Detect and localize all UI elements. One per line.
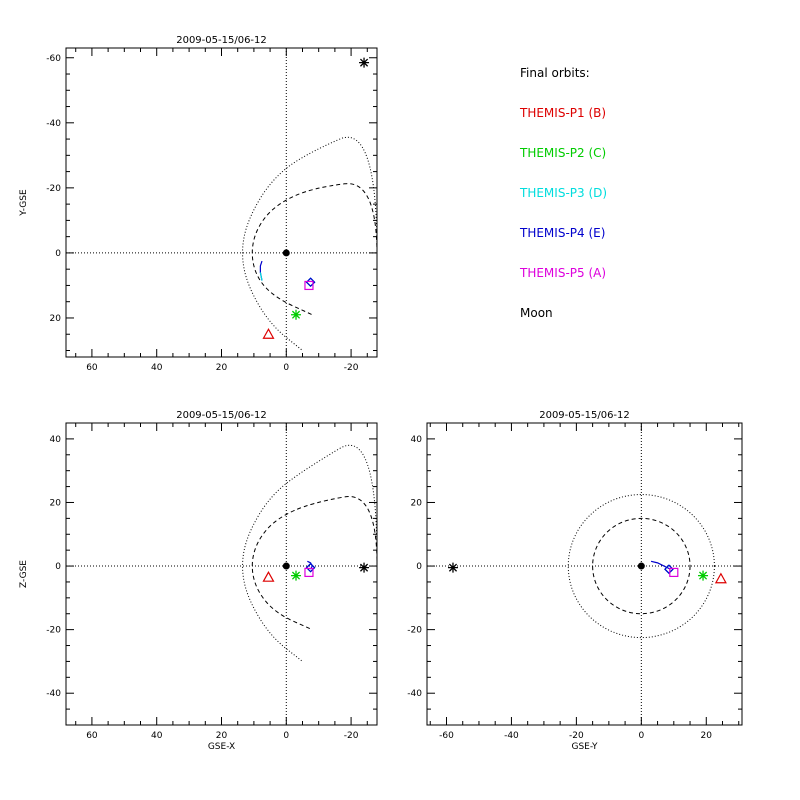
x-axis-label: GSE-X	[208, 742, 235, 752]
plot-area	[427, 423, 742, 725]
x-tick-label: 0	[283, 363, 289, 373]
y-tick-label: 20	[411, 498, 423, 508]
plot-area	[66, 423, 377, 725]
plot-area	[66, 48, 377, 357]
marker-themis-p5-a	[304, 567, 314, 578]
marker-themis-p5-a	[304, 280, 314, 291]
x-tick-label: -60	[439, 731, 454, 741]
y-tick-label: 0	[55, 249, 61, 259]
x-tick-label: 0	[638, 731, 644, 741]
y-tick-label: -20	[46, 184, 61, 194]
earth-marker	[637, 562, 645, 570]
legend-item-p5: THEMIS-P5 (A)	[520, 266, 607, 280]
magnetopause-curve	[251, 496, 377, 638]
y-tick-label: -20	[407, 626, 422, 636]
x-tick-label: 20	[216, 363, 228, 373]
y-tick-label: -40	[46, 689, 61, 699]
legend-title: Final orbits:	[520, 66, 590, 80]
marker-themis-p2-c	[698, 570, 709, 581]
plot-frame	[65, 422, 378, 726]
chart-title: 2009-05-15/06-12	[176, 410, 267, 421]
panel-3: -60 -40 -20 0 20 40 20 0 -20 -40 2009-05-15/06-12 G…	[407, 410, 743, 752]
x-tick-label: 40	[151, 731, 163, 741]
y-tick-label: 20	[50, 314, 62, 324]
marker-moon	[447, 562, 458, 573]
marker-themis-p5-a	[669, 567, 679, 578]
legend-item-p1: THEMIS-P1 (B)	[520, 106, 607, 120]
marker-themis-p1-b	[714, 572, 727, 584]
marker-themis-p1-b	[262, 570, 275, 582]
legend-item-p2: THEMIS-P2 (C)	[520, 146, 607, 160]
x-tick-label: 60	[86, 731, 98, 741]
earth-marker	[282, 249, 290, 257]
x-tick-label: 20	[216, 731, 228, 741]
y-tick-label: 40	[411, 435, 423, 445]
y-axis-label: Z-GSE	[19, 560, 29, 588]
legend-item-p4: THEMIS-P4 (E)	[520, 226, 606, 240]
y-tick-label: -20	[46, 626, 61, 636]
panel-1: 60 40 20 0 -20 -60 -40 -20 0 20 2009-05-15/06-12 Y-…	[19, 35, 378, 373]
x-tick-label: 0	[283, 731, 289, 741]
y-tick-label: 20	[50, 498, 62, 508]
plot-frame	[426, 422, 743, 726]
orbit-track	[650, 560, 671, 570]
orbit-track	[259, 272, 263, 281]
marker-moon	[359, 562, 370, 573]
y-tick-label: -40	[46, 119, 61, 129]
bow-shock-curve	[242, 136, 377, 357]
plot-frame	[65, 47, 378, 358]
panel-2: 60 40 20 0 -20 40 20 0 -20 -40 2009-05-15/06-12 GSE…	[19, 410, 378, 752]
marker-themis-p4-e	[305, 562, 316, 573]
x-tick-label: 20	[701, 731, 713, 741]
y-axis-label: Y-GSE	[19, 189, 29, 217]
chart-title: 2009-05-15/06-12	[539, 410, 630, 421]
marker-themis-p2-c	[291, 309, 302, 320]
x-tick-label: -20	[344, 731, 359, 741]
x-tick-label: -40	[504, 731, 519, 741]
magnetopause-curve	[592, 517, 691, 615]
marker-themis-p1-b	[262, 327, 275, 339]
legend-item-moon: Moon	[520, 306, 553, 320]
x-tick-label: -20	[344, 363, 359, 373]
legend-item-p3: THEMIS-P3 (D)	[520, 186, 608, 200]
marker-themis-p2-c	[291, 570, 302, 581]
bow-shock-curve	[567, 494, 715, 639]
y-tick-label: 0	[416, 562, 422, 572]
y-tick-label: 0	[55, 562, 61, 572]
y-tick-label: -40	[407, 689, 422, 699]
y-tick-label: -60	[46, 54, 61, 64]
y-tick-label: 40	[50, 435, 62, 445]
x-tick-label: -20	[569, 731, 584, 741]
chart-title: 2009-05-15/06-12	[176, 35, 267, 46]
x-tick-label: 60	[86, 363, 98, 373]
bow-shock-curve	[242, 444, 377, 694]
x-tick-label: 40	[151, 363, 163, 373]
magnetopause-curve	[251, 183, 377, 331]
earth-marker	[282, 562, 290, 570]
marker-moon	[359, 57, 370, 68]
x-axis-label: GSE-Y	[571, 742, 598, 752]
